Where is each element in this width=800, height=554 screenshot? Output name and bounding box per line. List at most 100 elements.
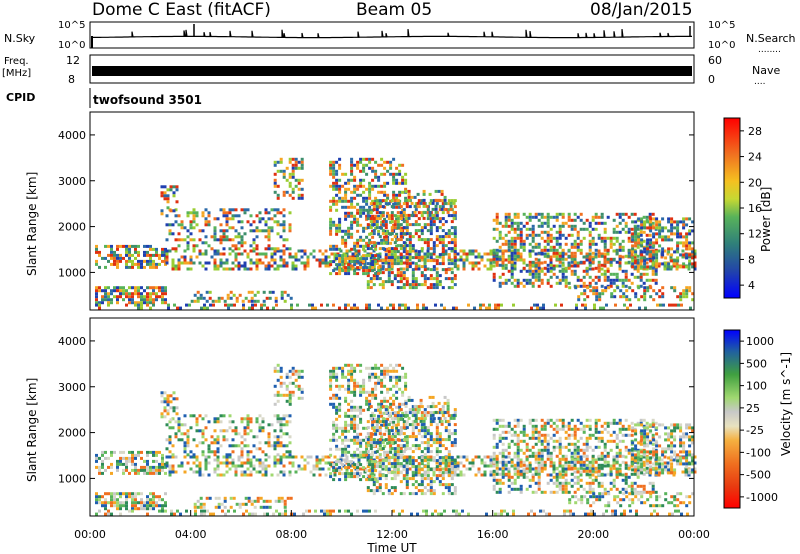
echo-cell	[294, 255, 298, 259]
echo-cell	[333, 255, 337, 259]
echo-cell	[615, 275, 619, 279]
echo-cell	[152, 501, 155, 505]
echo-cell	[480, 458, 484, 462]
echo-cell	[504, 258, 508, 262]
echo-cell	[166, 194, 170, 198]
echo-cell	[666, 267, 670, 271]
echo-cell	[356, 381, 360, 385]
echo-cell	[456, 252, 460, 256]
echo-cell	[276, 393, 280, 397]
echo-cell	[691, 298, 695, 302]
echo-cell	[462, 473, 466, 477]
echo-cell	[149, 465, 152, 469]
echo-cell	[420, 456, 424, 460]
echo-cell	[661, 250, 665, 254]
echo-cell	[437, 198, 441, 202]
echo-cell	[366, 420, 370, 424]
echo-cell	[104, 498, 107, 502]
echo-cell	[101, 450, 104, 454]
echo-cell	[189, 211, 193, 215]
echo-cell	[160, 391, 164, 395]
echo-cell	[387, 280, 391, 284]
echo-cell	[291, 190, 295, 194]
echo-cell	[405, 205, 409, 209]
echo-cell	[543, 266, 547, 270]
echo-cell	[659, 303, 662, 307]
echo-cell	[240, 455, 244, 459]
echo-cell	[392, 402, 396, 406]
echo-cell	[282, 393, 286, 397]
echo-cell	[615, 470, 619, 474]
echo-cell	[285, 264, 289, 268]
echo-cell	[426, 286, 430, 290]
echo-cell	[682, 289, 686, 293]
echo-cell	[332, 405, 336, 409]
echo-cell	[158, 504, 161, 508]
echo-cell	[398, 181, 402, 185]
echo-cell	[423, 477, 427, 481]
echo-cell	[290, 303, 293, 307]
echo-cell	[422, 204, 426, 208]
echo-cell	[447, 241, 451, 245]
echo-cell	[164, 501, 167, 505]
echo-cell	[267, 229, 271, 233]
echo-cell	[350, 423, 354, 427]
echo-cell	[279, 366, 283, 370]
echo-cell	[389, 450, 393, 454]
echo-cell	[359, 169, 363, 173]
echo-cell	[387, 456, 391, 460]
echo-cell	[603, 242, 607, 246]
echo-cell	[643, 247, 647, 251]
echo-cell	[128, 298, 131, 302]
echo-cell	[356, 405, 360, 409]
echo-cell	[450, 199, 454, 203]
echo-cell	[131, 504, 134, 508]
echo-cell	[172, 185, 176, 189]
echo-cell	[279, 435, 283, 439]
echo-cell	[158, 295, 161, 299]
echo-cell	[408, 286, 412, 290]
echo-cell	[624, 269, 628, 273]
echo-cell	[414, 411, 418, 415]
echo-cell	[168, 420, 172, 424]
echo-cell	[107, 286, 110, 290]
echo-cell	[429, 268, 433, 272]
echo-cell	[276, 208, 280, 212]
echo-cell	[528, 252, 532, 256]
echo-cell	[652, 241, 656, 245]
echo-cell	[137, 265, 140, 269]
echo-cell	[525, 269, 529, 273]
echo-cell	[417, 264, 421, 268]
echo-cell	[390, 262, 394, 266]
echo-cell	[552, 266, 556, 270]
echo-cell	[356, 187, 360, 191]
echo-cell	[612, 249, 616, 253]
echo-cell	[119, 286, 122, 290]
echo-cell	[600, 267, 604, 271]
echo-cell	[408, 262, 412, 266]
echo-cell	[383, 375, 387, 379]
echo-cell	[356, 217, 360, 221]
echo-cell	[399, 274, 403, 278]
echo-cell	[396, 414, 400, 418]
echo-cell	[434, 198, 438, 202]
echo-cell	[279, 381, 283, 385]
echo-cell	[338, 157, 342, 161]
echo-cell	[341, 426, 345, 430]
echo-cell	[160, 412, 164, 416]
echo-cell	[510, 464, 514, 468]
echo-cell	[386, 369, 390, 373]
echo-cell	[573, 242, 577, 246]
echo-cell	[329, 166, 333, 170]
echo-cell	[534, 212, 538, 216]
echo-cell	[199, 293, 203, 297]
echo-cell	[393, 262, 397, 266]
nsky-trace	[91, 24, 692, 48]
echo-cell	[177, 464, 181, 468]
echo-cell	[131, 450, 134, 454]
echo-cell	[247, 290, 251, 294]
echo-cell	[423, 429, 427, 433]
echo-cell	[166, 409, 170, 413]
echo-cell	[471, 249, 475, 253]
echo-cell	[116, 262, 119, 266]
